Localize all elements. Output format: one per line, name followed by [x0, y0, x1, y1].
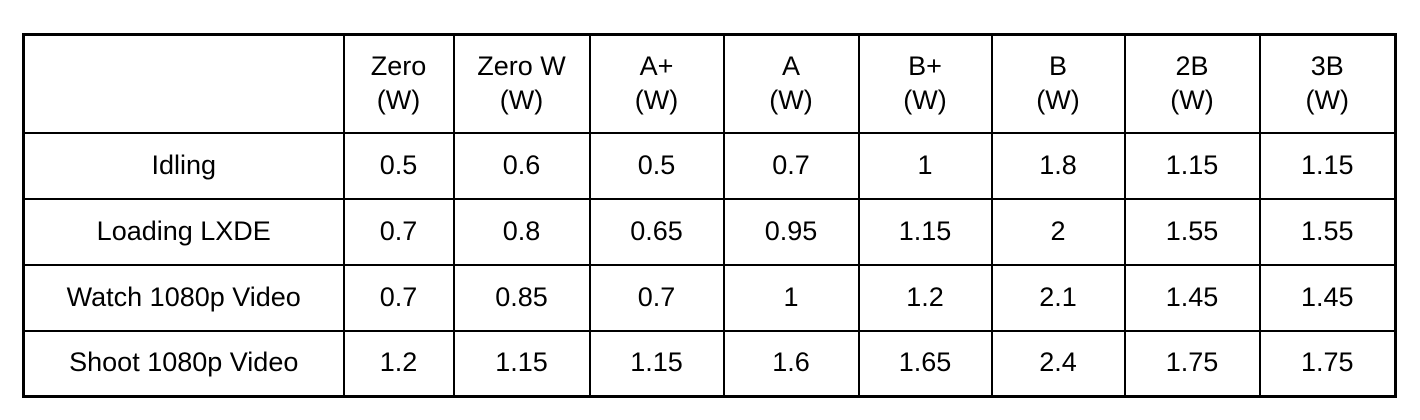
- cell: 0.5: [588, 131, 725, 200]
- cell: 1.55: [1123, 197, 1261, 266]
- cell: 0.65: [588, 197, 725, 266]
- col-header-name: B: [1048, 51, 1067, 81]
- cell: 1.55: [1258, 197, 1397, 266]
- cell: 2.4: [990, 329, 1126, 398]
- col-header-unit: (W): [499, 84, 544, 115]
- cell: 1: [722, 263, 860, 332]
- cell: 1.15: [857, 197, 993, 266]
- row-label: Watch 1080p Video: [22, 263, 345, 332]
- cell: 1.65: [857, 329, 993, 398]
- cell: 0.7: [342, 263, 455, 332]
- col-header-name: Zero W: [477, 51, 566, 81]
- cell: 0.8: [452, 197, 591, 266]
- cell: 0.7: [722, 131, 860, 200]
- cell: 1.6: [722, 329, 860, 398]
- power-consumption-table: Zero (W) Zero W (W) A+ (W) A (W) B+ (W) B (W) …: [22, 33, 1397, 398]
- col-header-name: 3B: [1310, 51, 1344, 81]
- col-header-name: A+: [639, 51, 674, 81]
- col-header-b-plus: B+ (W): [857, 33, 993, 134]
- cell: 0.6: [452, 131, 591, 200]
- header-row: Zero (W) Zero W (W) A+ (W) A (W) B+ (W) B (W) …: [22, 33, 1397, 134]
- cell: 0.7: [342, 197, 455, 266]
- table-row-idling: Idling 0.5 0.6 0.5 0.7 1 1.8 1.15 1.15: [22, 131, 1397, 200]
- col-header-a-plus: A+ (W): [588, 33, 725, 134]
- col-header-b: B (W): [990, 33, 1126, 134]
- table-row-loading-lxde: Loading LXDE 0.7 0.8 0.65 0.95 1.15 2 1.…: [22, 197, 1397, 266]
- col-header-a: A (W): [722, 33, 860, 134]
- cell: 1.75: [1258, 329, 1397, 398]
- col-header-3b: 3B (W): [1258, 33, 1397, 134]
- cell: 1.15: [1123, 131, 1261, 200]
- cell: 1.45: [1123, 263, 1261, 332]
- cell: 0.95: [722, 197, 860, 266]
- table-row-watch-1080p-video: Watch 1080p Video 0.7 0.85 0.7 1 1.2 2.1…: [22, 263, 1397, 332]
- row-label: Shoot 1080p Video: [22, 329, 345, 398]
- cell: 1.8: [990, 131, 1126, 200]
- col-header-unit: (W): [376, 84, 421, 115]
- cell: 0.7: [588, 263, 725, 332]
- cell: 2.1: [990, 263, 1126, 332]
- col-header-unit: (W): [634, 84, 679, 115]
- col-header-name: Zero: [370, 51, 427, 81]
- col-header-unit: (W): [1036, 84, 1080, 115]
- cell: 1.15: [1258, 131, 1397, 200]
- col-header-unit: (W): [1170, 84, 1214, 115]
- row-label: Loading LXDE: [22, 197, 345, 266]
- cell: 1.15: [588, 329, 725, 398]
- cell: 1: [857, 131, 993, 200]
- row-label: Idling: [22, 131, 345, 200]
- corner-cell: [22, 33, 345, 134]
- col-header-name: 2B: [1175, 51, 1209, 81]
- col-header-zero-w: Zero W (W): [452, 33, 591, 134]
- cell: 2: [990, 197, 1126, 266]
- col-header-2b: 2B (W): [1123, 33, 1261, 134]
- col-header-name: B+: [908, 51, 942, 81]
- col-header-zero: Zero (W): [342, 33, 455, 134]
- col-header-unit: (W): [903, 84, 947, 115]
- cell: 1.45: [1258, 263, 1397, 332]
- cell: 0.5: [342, 131, 455, 200]
- cell: 1.2: [342, 329, 455, 398]
- cell: 1.2: [857, 263, 993, 332]
- table-row-shoot-1080p-video: Shoot 1080p Video 1.2 1.15 1.15 1.6 1.65…: [22, 329, 1397, 398]
- col-header-name: A: [781, 51, 800, 81]
- col-header-unit: (W): [1305, 84, 1349, 115]
- col-header-unit: (W): [769, 84, 813, 115]
- cell: 1.15: [452, 329, 591, 398]
- cell: 1.75: [1123, 329, 1261, 398]
- cell: 0.85: [452, 263, 591, 332]
